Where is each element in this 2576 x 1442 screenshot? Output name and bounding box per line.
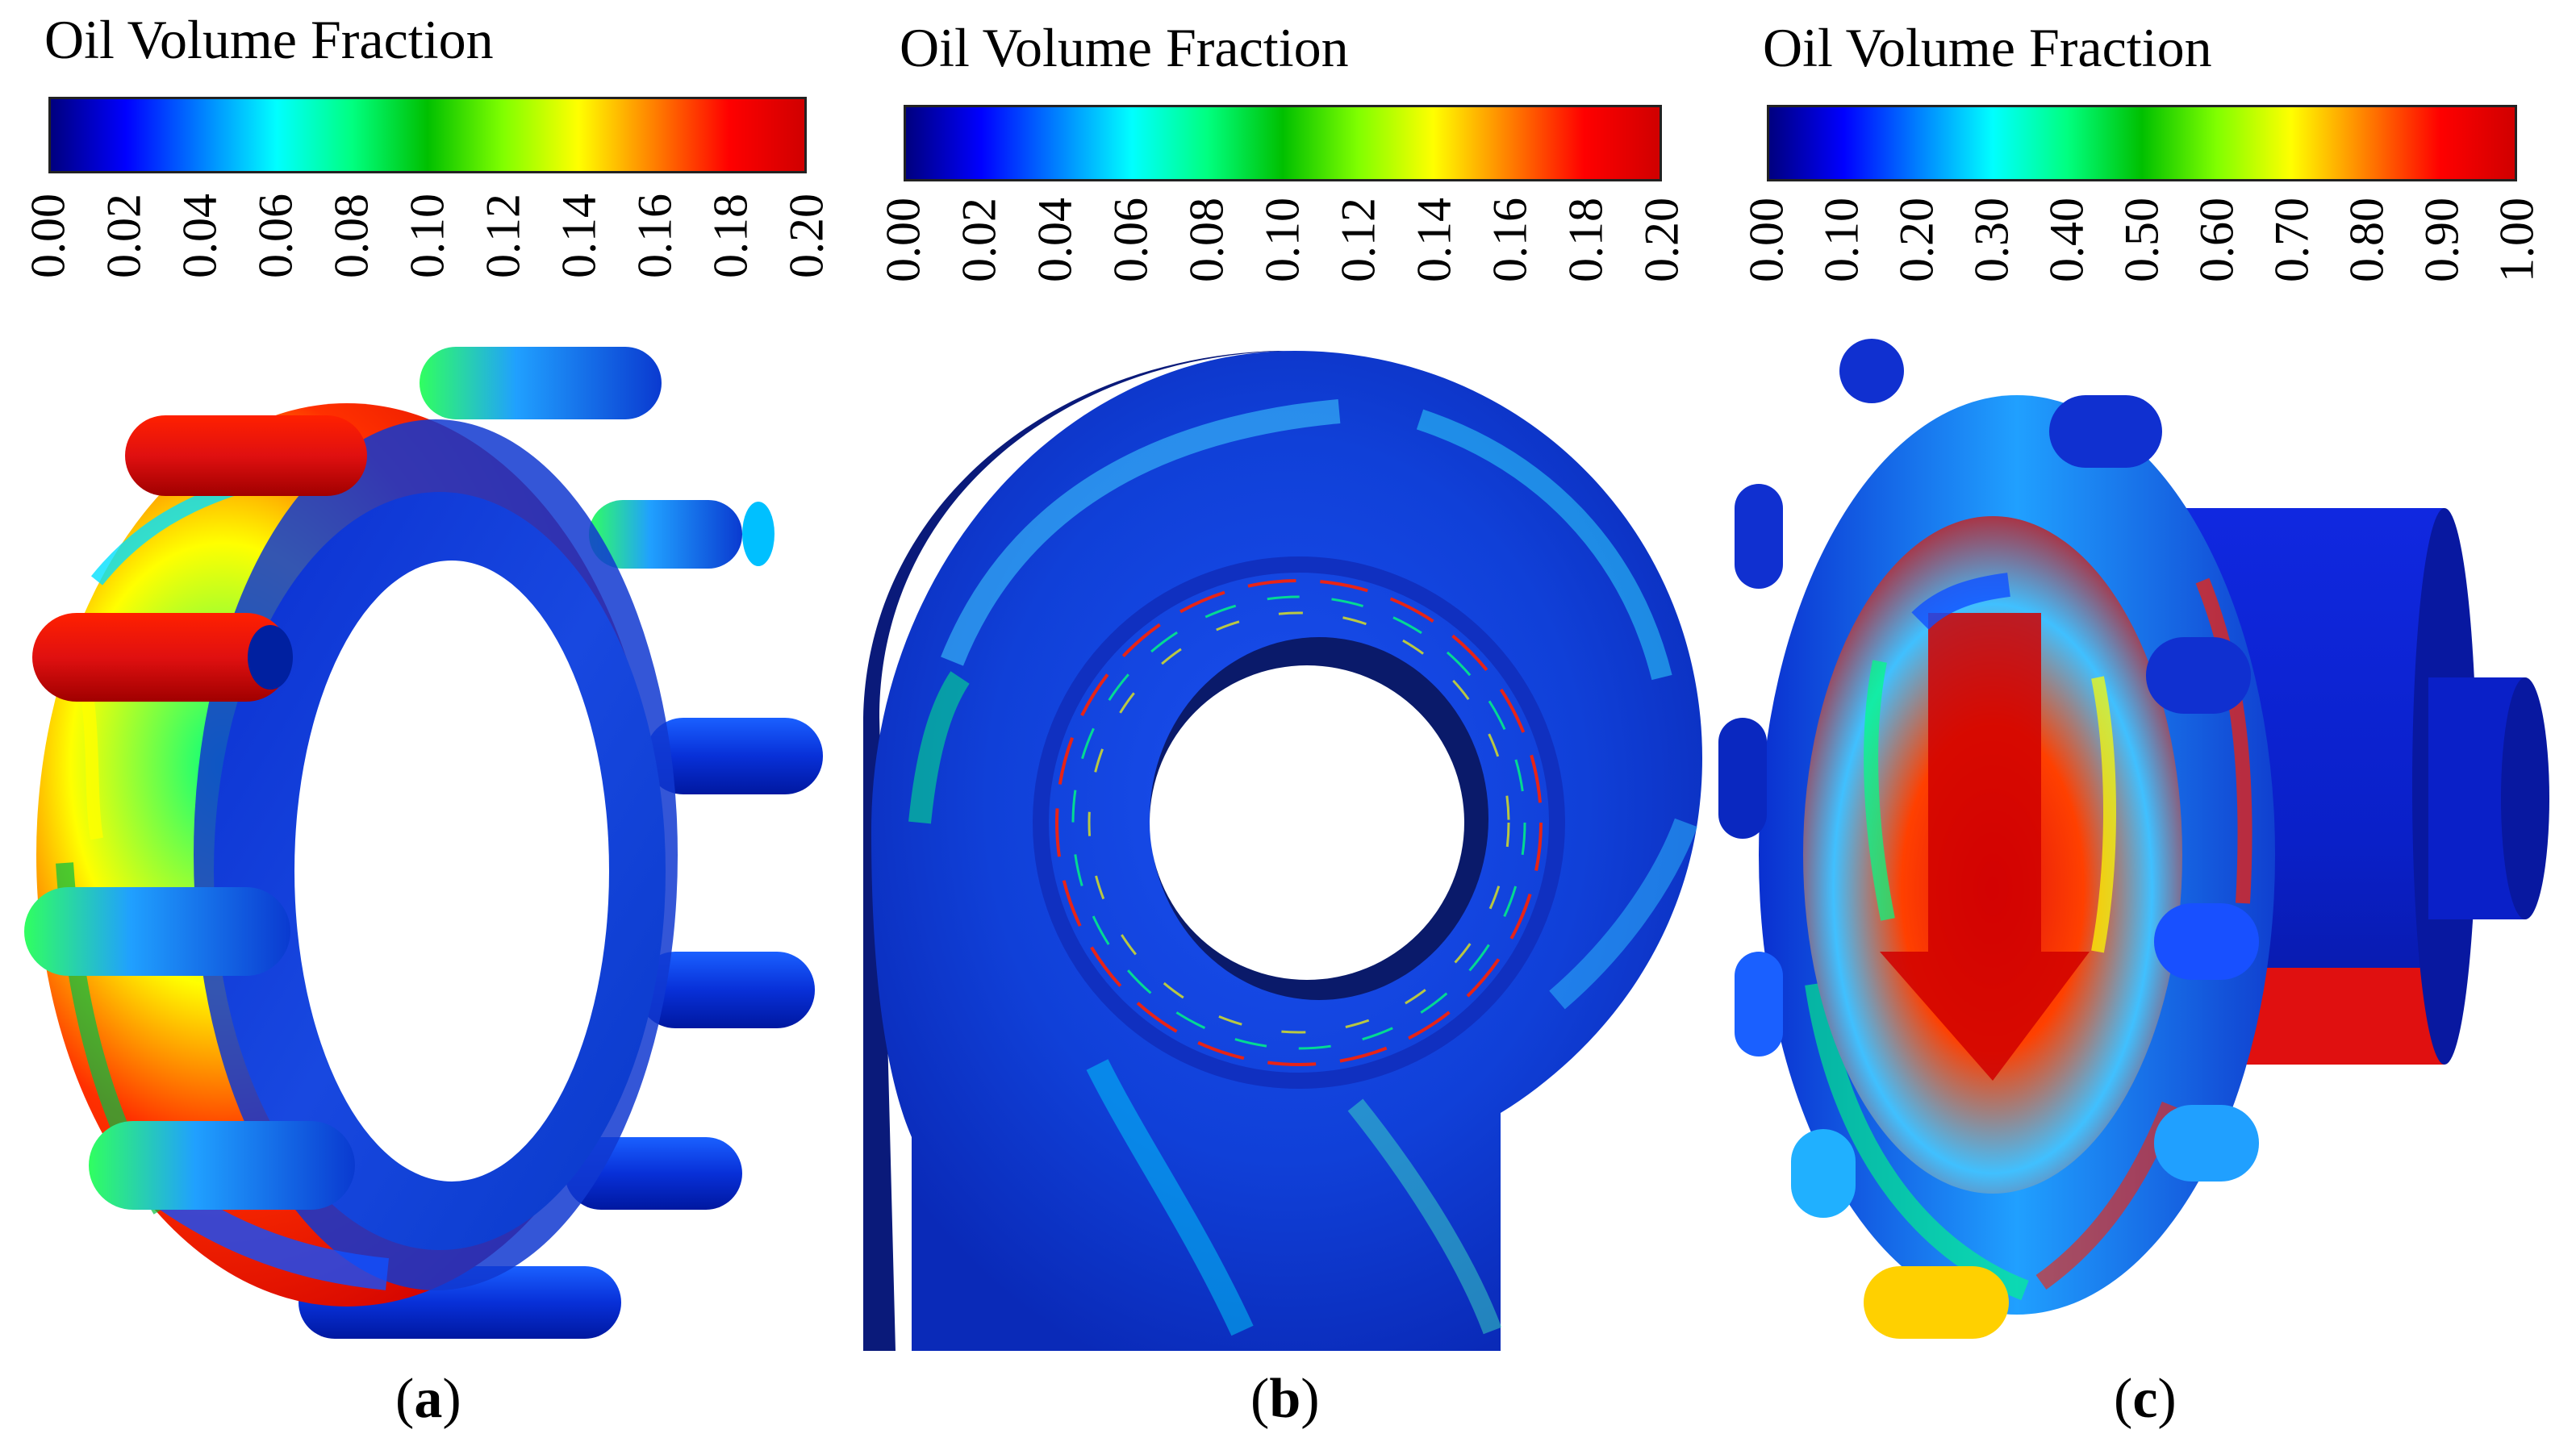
panel-caption: (a) [395, 1368, 461, 1430]
colorbar-tick: 0.18 [1559, 198, 1613, 282]
panel-caption: (c) [2114, 1368, 2177, 1430]
colorbar-tick: 0.16 [628, 194, 682, 278]
colorbar-tick: 0.70 [2265, 198, 2319, 282]
colorbar-tick: 0.30 [1964, 198, 2019, 282]
colorbar-tick: 0.12 [1331, 198, 1385, 282]
colorbar-tick: 0.14 [1407, 198, 1461, 282]
colorbar-tick: 0.02 [952, 198, 1006, 282]
pipe [1864, 1266, 2009, 1339]
colorbar [904, 105, 1662, 181]
colorbar-tick: 0.50 [2115, 198, 2169, 282]
colorbar [48, 97, 807, 173]
pipe [420, 347, 662, 419]
panel-c: Oil Volume Fraction 0.00 0.10 0.20 0.30 … [1718, 0, 2576, 1442]
panel-b: Oil Volume Fraction 0.00 0.02 0.04 0.06 … [855, 0, 1718, 1442]
colorbar-title: Oil Volume Fraction [1763, 17, 2212, 78]
colorbar-tick: 0.10 [400, 194, 454, 278]
colorbar [1767, 105, 2517, 181]
colorbar-tick: 0.06 [1104, 198, 1158, 282]
colorbar-tick: 0.10 [1814, 198, 1868, 282]
pipe [125, 415, 367, 496]
colorbar-title: Oil Volume Fraction [900, 17, 1349, 78]
colorbar-tick: 0.02 [97, 194, 151, 278]
panel-caption: (b) [1250, 1368, 1320, 1430]
colorbar-tick: 1.00 [2490, 198, 2544, 282]
pipe [1735, 952, 1783, 1056]
pipe [1718, 718, 1767, 839]
pipe [2049, 395, 2162, 468]
colorbar-tick: 0.10 [1255, 198, 1309, 282]
colorbar-title: Oil Volume Fraction [44, 9, 494, 70]
pipe [32, 613, 290, 702]
pipe [1735, 484, 1783, 589]
gearbox-assembly-render [1718, 339, 2549, 1339]
colorbar-tick: 0.20 [1635, 198, 1689, 282]
pipe [1839, 339, 1904, 403]
colorbar-tick: 0.80 [2340, 198, 2394, 282]
pipe [589, 500, 742, 569]
colorbar-tick: 0.06 [248, 194, 303, 278]
colorbar-tick: 0.00 [876, 198, 930, 282]
pipe [2146, 637, 2251, 714]
colorbar-tick: 0.04 [1028, 198, 1082, 282]
casing-bore [1150, 665, 1464, 980]
gearbox-housing-ring-render [24, 347, 823, 1339]
pipe [2154, 1105, 2259, 1182]
colorbar-tick: 0.16 [1483, 198, 1537, 282]
colorbar-tick: 0.08 [324, 194, 378, 278]
colorbar-tick: 0.18 [703, 194, 758, 278]
colorbar-tick: 0.20 [779, 194, 833, 278]
colorbar-tick: 0.08 [1179, 198, 1234, 282]
panel-a: Oil Volume Fraction 0.00 0.02 0.04 0.06 … [0, 0, 855, 1442]
colorbar-tick: 0.20 [1889, 198, 1943, 282]
colorbar-tick: 0.00 [1739, 198, 1793, 282]
colorbar-tick: 0.00 [21, 194, 75, 278]
pipe [89, 1121, 355, 1210]
pipe [24, 887, 290, 976]
impeller-ring [1033, 556, 1565, 1089]
colorbar-tick: 0.12 [476, 194, 530, 278]
pipe [1791, 1129, 1856, 1218]
colorbar-tick: 0.90 [2415, 198, 2469, 282]
colorbar-tick: 0.40 [2040, 198, 2094, 282]
pipe [645, 718, 823, 794]
colorbar-tick: 0.14 [552, 194, 606, 278]
pipe [2154, 903, 2259, 980]
colorbar-tick: 0.04 [173, 194, 227, 278]
pipe [637, 952, 815, 1028]
colorbar-tick: 0.60 [2190, 198, 2244, 282]
volute-casing-render [863, 351, 1702, 1351]
